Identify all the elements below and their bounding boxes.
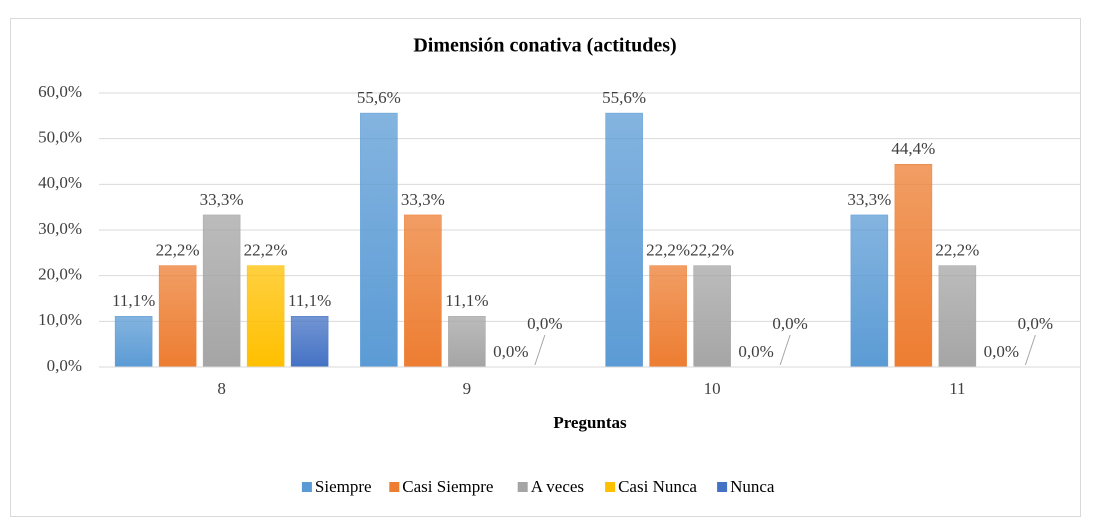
value-label: 0,0% (772, 314, 807, 333)
y-tick-label: 20,0% (38, 265, 82, 284)
y-tick-label: 30,0% (38, 219, 82, 238)
value-label: 0,0% (493, 342, 528, 361)
value-label: 11,1% (445, 291, 488, 310)
y-tick-label: 40,0% (38, 173, 82, 192)
value-label: 33,3% (401, 190, 445, 209)
value-label: 33,3% (200, 190, 244, 209)
x-tick-label: 8 (217, 379, 226, 398)
legend-label: Casi Siempre (402, 477, 493, 496)
bar (404, 214, 442, 368)
value-label: 0,0% (738, 342, 773, 361)
bar (850, 214, 889, 368)
bar (605, 112, 643, 368)
x-tick-label: 9 (463, 379, 472, 398)
value-label: 0,0% (984, 342, 1019, 361)
value-label: 11,1% (112, 291, 155, 310)
value-label: 55,6% (602, 88, 646, 107)
leader-line (779, 334, 791, 366)
value-label: 0,0% (527, 314, 562, 333)
value-label: 22,2% (646, 241, 690, 260)
x-tick-label: 10 (704, 379, 721, 398)
legend-label: A veces (531, 477, 584, 496)
bar (290, 316, 329, 368)
bar (158, 265, 197, 368)
leader-line (534, 334, 546, 366)
legend-label: Nunca (730, 477, 775, 496)
legend-swatch (605, 482, 616, 492)
value-label: 55,6% (357, 88, 401, 107)
value-label: 33,3% (847, 190, 891, 209)
legend-label: Casi Nunca (618, 477, 697, 496)
value-label: 22,2% (690, 241, 734, 260)
bar (693, 265, 731, 368)
value-label: 0,0% (1018, 314, 1053, 333)
value-label: 22,2% (244, 241, 288, 260)
x-tick-label: 11 (949, 379, 965, 398)
y-tick-label: 50,0% (38, 128, 82, 147)
legend-swatch (301, 482, 312, 492)
bar (360, 112, 398, 368)
y-tick-label: 60,0% (38, 82, 82, 101)
value-label: 22,2% (935, 241, 979, 260)
bar (202, 214, 241, 368)
bar (938, 265, 977, 368)
value-label: 22,2% (156, 241, 200, 260)
leader-line (1024, 334, 1036, 366)
bar (114, 316, 153, 368)
y-tick-label: 10,0% (38, 310, 82, 329)
value-label: 44,4% (891, 139, 935, 158)
bar (448, 316, 486, 368)
legend-swatch (389, 482, 400, 492)
x-axis-title: Preguntas (553, 413, 627, 432)
legend-swatch (717, 482, 728, 492)
legend-label: Siempre (315, 477, 372, 496)
chart-title: Dimensión conativa (actitudes) (413, 35, 676, 57)
value-label: 11,1% (288, 291, 331, 310)
legend-swatch (517, 482, 528, 492)
y-tick-label: 0,0% (47, 356, 82, 375)
bar (649, 265, 687, 368)
bar (894, 163, 933, 368)
bar (246, 265, 285, 368)
